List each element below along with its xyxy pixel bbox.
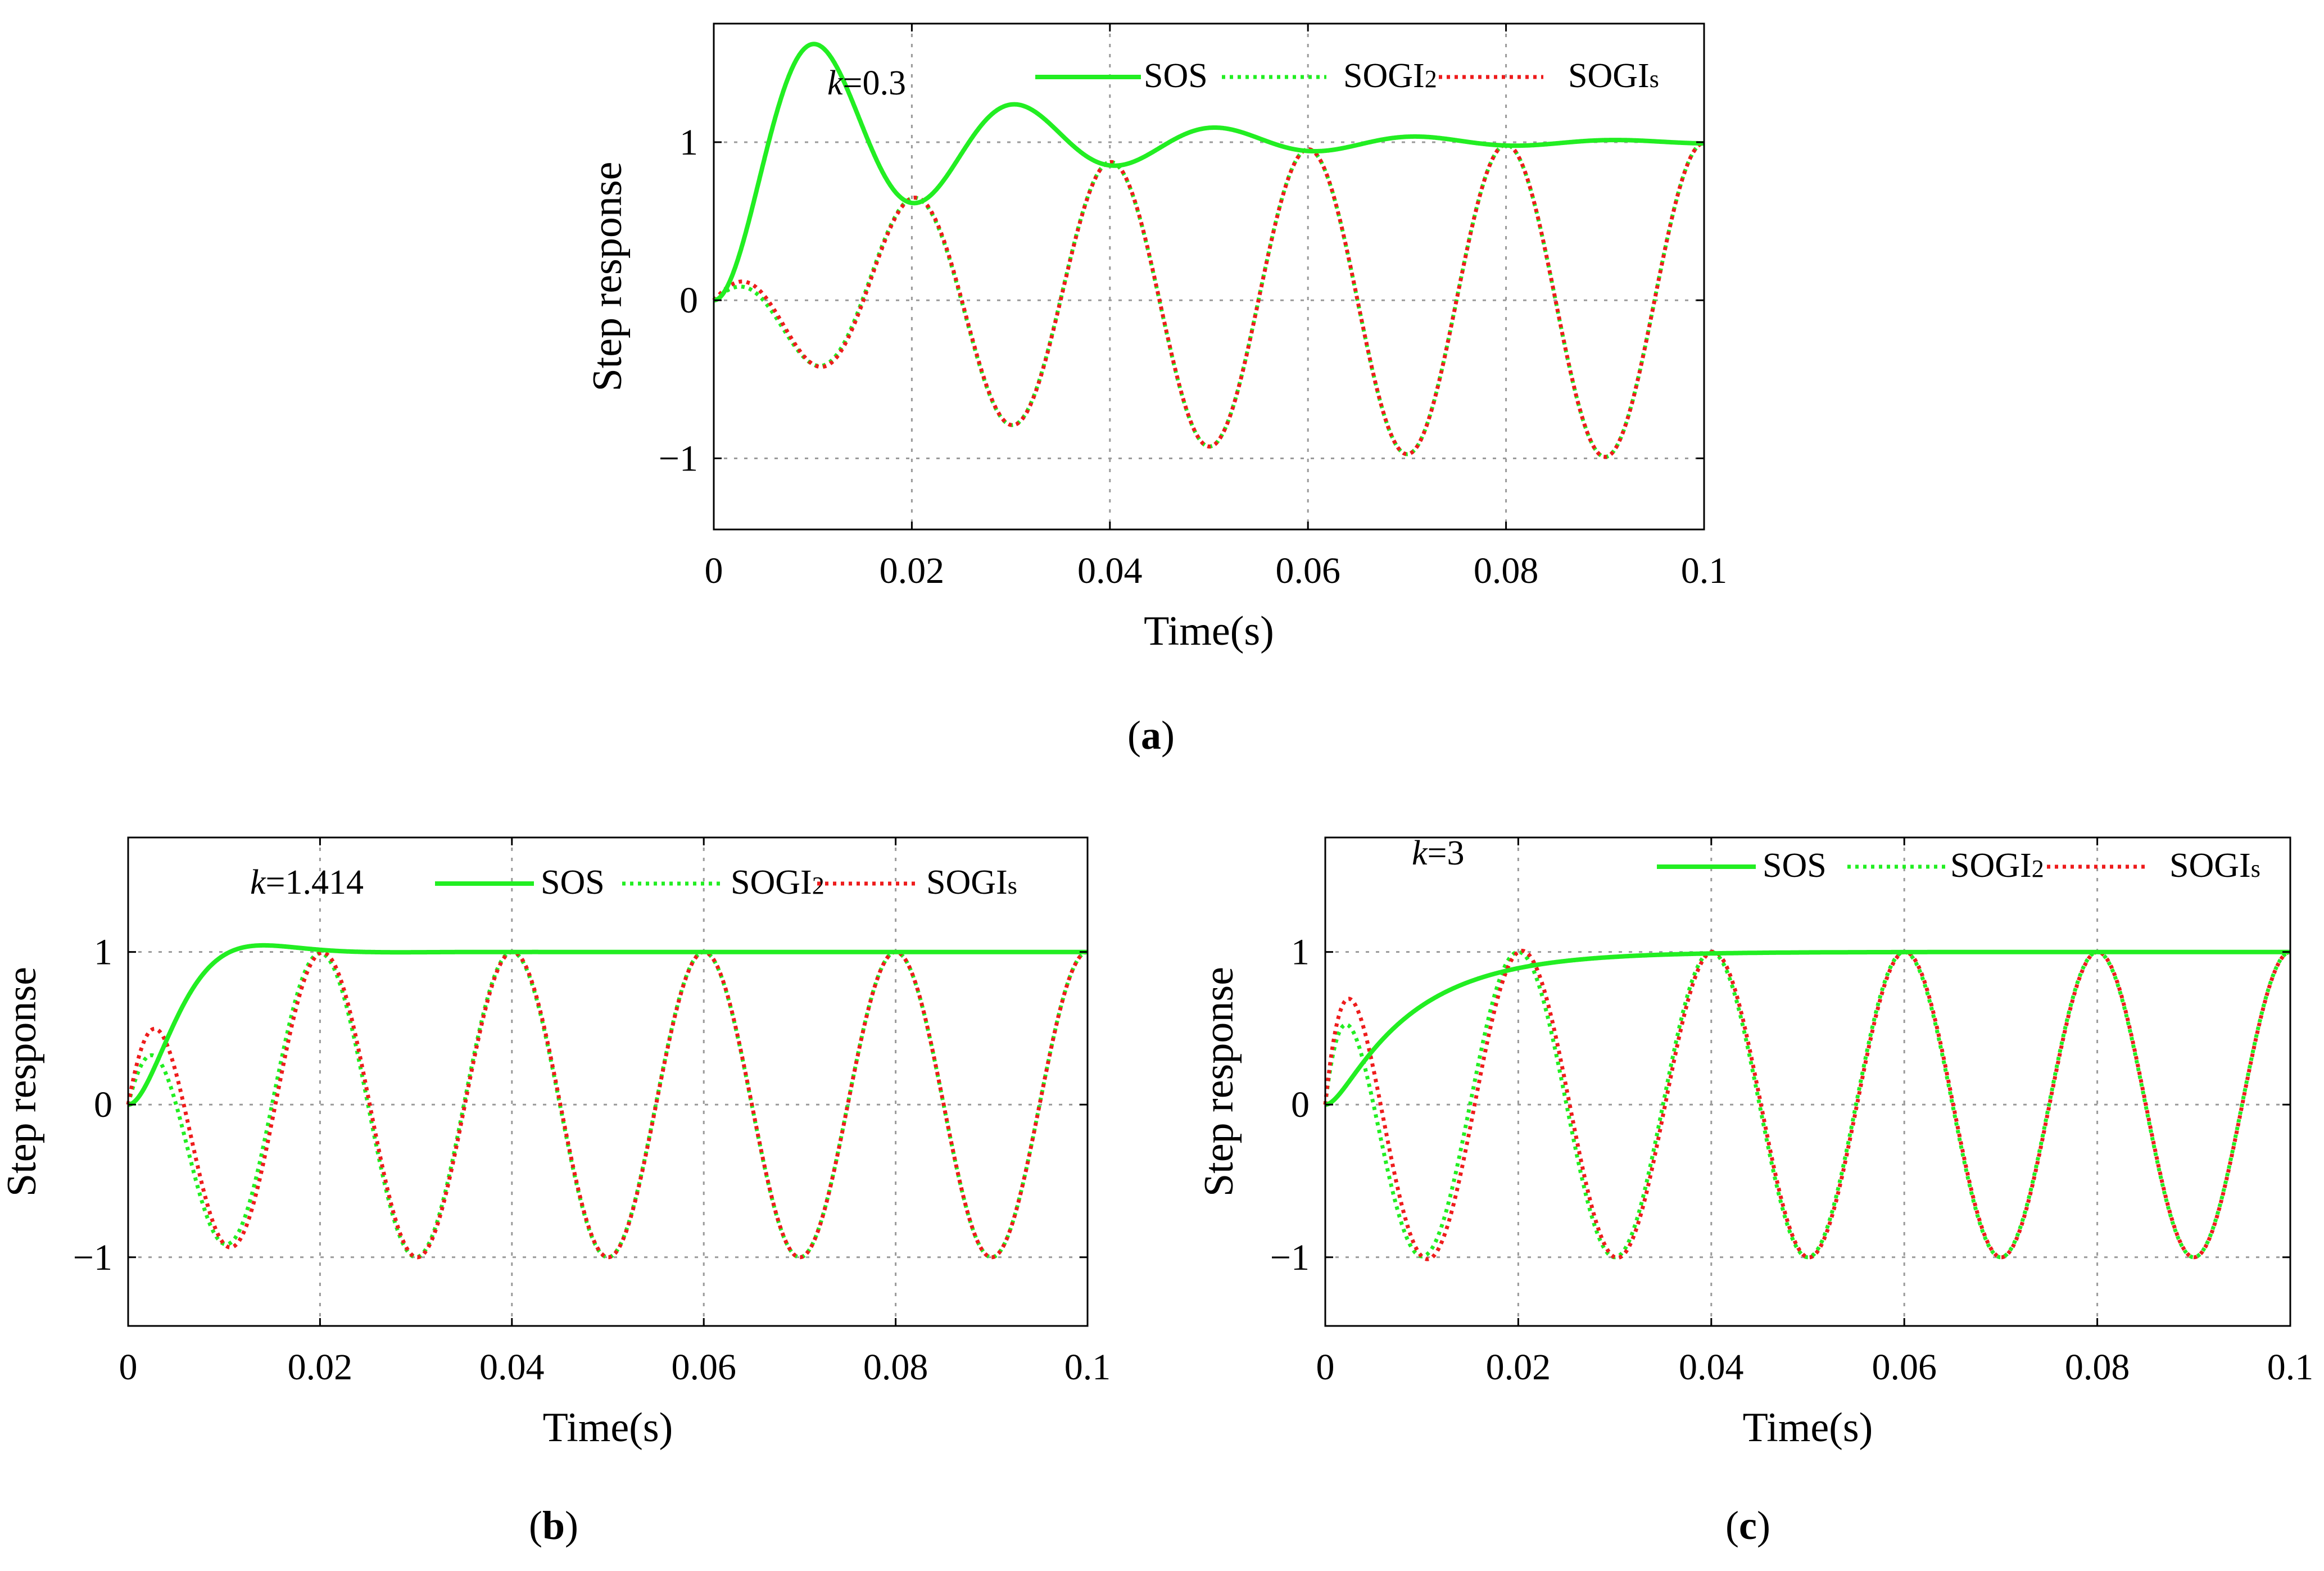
legend-label-main: SOGI <box>1343 57 1425 95</box>
legend-label-main: SOGI <box>1950 846 2032 885</box>
plot-frame <box>713 22 1705 531</box>
x-tick-label: 0.04 <box>1077 550 1143 591</box>
legend-label-sogis: SOGIs <box>926 863 1017 902</box>
y-tick-label: 0 <box>1291 1084 1310 1125</box>
legend-label-main: SOGI <box>2169 846 2251 885</box>
x-axis-title: Time(s) <box>543 1405 673 1451</box>
k-parameter-label: k=1.414 <box>250 863 364 902</box>
x-tick-label: 0.06 <box>1275 550 1340 591</box>
panel-c: 0 0.02 0.04 0.06 0.08 0.1 −1 0 1 Time(s) Step resp… <box>1196 834 2313 1548</box>
y-tick-label: −1 <box>1270 1237 1310 1278</box>
caption-paren-open: ( <box>529 1503 542 1548</box>
caption-letter: b <box>542 1503 565 1548</box>
legend-label-sos: SOS <box>541 863 605 902</box>
k-symbol: k <box>827 64 844 102</box>
series-line-sogis <box>712 141 1706 459</box>
k-parameter-label: k=0.3 <box>827 64 906 102</box>
legend-label-subscript: s <box>1650 65 1659 93</box>
y-tick-label: 1 <box>679 122 698 163</box>
x-tick-label: 0.04 <box>1679 1347 1744 1388</box>
y-tick-label: 1 <box>1291 932 1310 973</box>
series-line-sogis <box>1323 949 2292 1261</box>
x-tick-label: 0.06 <box>1872 1347 1937 1388</box>
x-tick-label: 0 <box>1316 1347 1335 1388</box>
panel-b: 0 0.02 0.04 0.06 0.08 0.1 −1 0 1 Time(s) Step resp… <box>0 836 1111 1548</box>
plot-frame <box>1324 836 2291 1327</box>
legend-label-sogi2: SOGI2 <box>1950 846 2044 885</box>
legend-label-main: SOS <box>1144 57 1208 95</box>
x-tick-label: 0.02 <box>1486 1347 1551 1388</box>
legend-label-main: SOGI <box>1568 57 1650 95</box>
y-tick-label: 1 <box>94 932 112 973</box>
panel-caption: (a) <box>1127 713 1175 758</box>
series-line-sos <box>712 42 1706 303</box>
legend-label-sogi2: SOGI2 <box>1343 57 1437 95</box>
y-tick-label: −1 <box>659 438 698 479</box>
caption-letter: a <box>1141 713 1161 758</box>
x-tick-label: 0.04 <box>479 1347 545 1388</box>
legend-label-subscript: s <box>2251 855 2260 882</box>
x-tick-label: 0.08 <box>1474 550 1539 591</box>
x-tick-label: 0.06 <box>671 1347 736 1388</box>
legend-label-subscript: 2 <box>1425 65 1437 93</box>
x-tick-label: 0.02 <box>288 1347 353 1388</box>
k-symbol: k <box>250 863 266 902</box>
k-parameter-label: k=3 <box>1412 834 1465 872</box>
y-axis-title: Step response <box>0 967 45 1197</box>
legend-label-subscript: s <box>1008 872 1017 899</box>
k-value: =1.414 <box>266 863 364 902</box>
panel-a: 0 0.02 0.04 0.06 0.08 0.1 −1 0 1 Time(s) Step resp… <box>585 22 1728 758</box>
y-tick-label: 0 <box>679 280 698 321</box>
legend-label-sogis: SOGIs <box>2169 846 2260 885</box>
legend-label-main: SOGI <box>926 863 1008 902</box>
series-line-sos <box>126 943 1090 1107</box>
series-line-sos <box>1323 949 2293 1107</box>
caption-paren-close: ) <box>1757 1503 1770 1548</box>
series-line-sogis <box>126 950 1089 1260</box>
x-tick-label: 0.02 <box>880 550 945 591</box>
legend-label-main: SOS <box>541 863 605 902</box>
x-axis-title: Time(s) <box>1144 608 1274 654</box>
k-symbol: k <box>1412 834 1428 872</box>
x-tick-label: 0 <box>119 1347 138 1388</box>
y-tick-label: 0 <box>94 1084 112 1125</box>
y-axis-title: Step response <box>585 162 631 392</box>
caption-paren-close: ) <box>1161 713 1175 758</box>
legend-label-main: SOGI <box>731 863 812 902</box>
caption-paren-open: ( <box>1725 1503 1739 1548</box>
legend-label-sos: SOS <box>1144 57 1208 95</box>
k-value: =0.3 <box>843 64 906 102</box>
caption-letter: c <box>1739 1503 1757 1548</box>
panel-caption: (b) <box>529 1503 578 1548</box>
x-tick-label: 0 <box>705 550 723 591</box>
legend-label-sogi2: SOGI2 <box>731 863 825 902</box>
y-tick-label: −1 <box>73 1237 112 1278</box>
caption-paren-open: ( <box>1127 713 1141 758</box>
x-tick-label: 0.1 <box>1681 550 1728 591</box>
x-tick-label: 0.1 <box>1064 1347 1111 1388</box>
legend-label-subscript: 2 <box>2032 855 2044 882</box>
legend-label-main: SOS <box>1763 846 1827 885</box>
panel-caption: (c) <box>1725 1503 1770 1548</box>
legend-label-sos: SOS <box>1763 846 1827 885</box>
plot-frame <box>127 836 1089 1327</box>
caption-paren-close: ) <box>565 1503 578 1548</box>
x-axis-title: Time(s) <box>1743 1405 1873 1451</box>
x-tick-label: 0.08 <box>2065 1347 2130 1388</box>
x-tick-label: 0.08 <box>863 1347 928 1388</box>
y-axis-title: Step response <box>1196 967 1242 1197</box>
series-line-sogi2 <box>1323 950 2292 1260</box>
x-tick-label: 0.1 <box>2267 1347 2314 1388</box>
legend-label-sogis: SOGIs <box>1568 57 1659 95</box>
k-value: =3 <box>1428 834 1465 872</box>
